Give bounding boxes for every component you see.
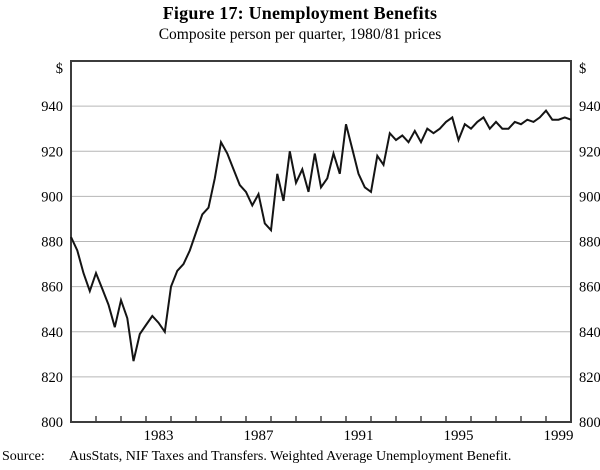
x-axis-label: 1999: [544, 428, 574, 444]
y-axis-label-left: 820: [41, 370, 63, 386]
y-axis-label-right: 920: [579, 144, 600, 160]
source-label: Source:: [2, 449, 45, 464]
x-axis-label: 1987: [244, 428, 275, 444]
y-axis-label-left: 800: [41, 415, 63, 431]
y-axis-label-right: 820: [579, 370, 600, 386]
y-axis-label-right: 800: [579, 415, 600, 431]
y-axis-label-left: 880: [41, 235, 63, 251]
y-axis-label-right: 880: [579, 235, 600, 251]
x-axis-label: 1995: [444, 428, 474, 444]
chart-title: Figure 17: Unemployment Benefits: [162, 3, 438, 23]
y-axis-label-left: 940: [41, 99, 63, 115]
source-line: Source: AusStats, NIF Taxes and Transfers…: [2, 449, 511, 465]
y-axis-label-left: 840: [41, 325, 63, 341]
y-axis-unit-left: $: [56, 61, 63, 77]
y-axis-label-left: 860: [41, 280, 63, 296]
y-axis-label-right: 840: [579, 325, 600, 341]
y-axis-label-right: 940: [579, 99, 600, 115]
y-axis-label-left: 900: [41, 189, 63, 205]
data-line-weighted-average-unemployment-benefit: [70, 108, 572, 362]
y-axis-unit-right: $: [579, 61, 586, 77]
chart-subtitle: Composite person per quarter, 1980/81 pr…: [158, 26, 442, 43]
x-axis-label: 1991: [344, 428, 374, 444]
x-axis-label: 1983: [144, 428, 174, 444]
y-axis-label-left: 920: [41, 144, 63, 160]
y-axis-label-right: 860: [579, 280, 600, 296]
source-text: AusStats, NIF Taxes and Transfers. Weigh…: [69, 449, 512, 464]
y-axis-label-right: 900: [579, 189, 600, 205]
